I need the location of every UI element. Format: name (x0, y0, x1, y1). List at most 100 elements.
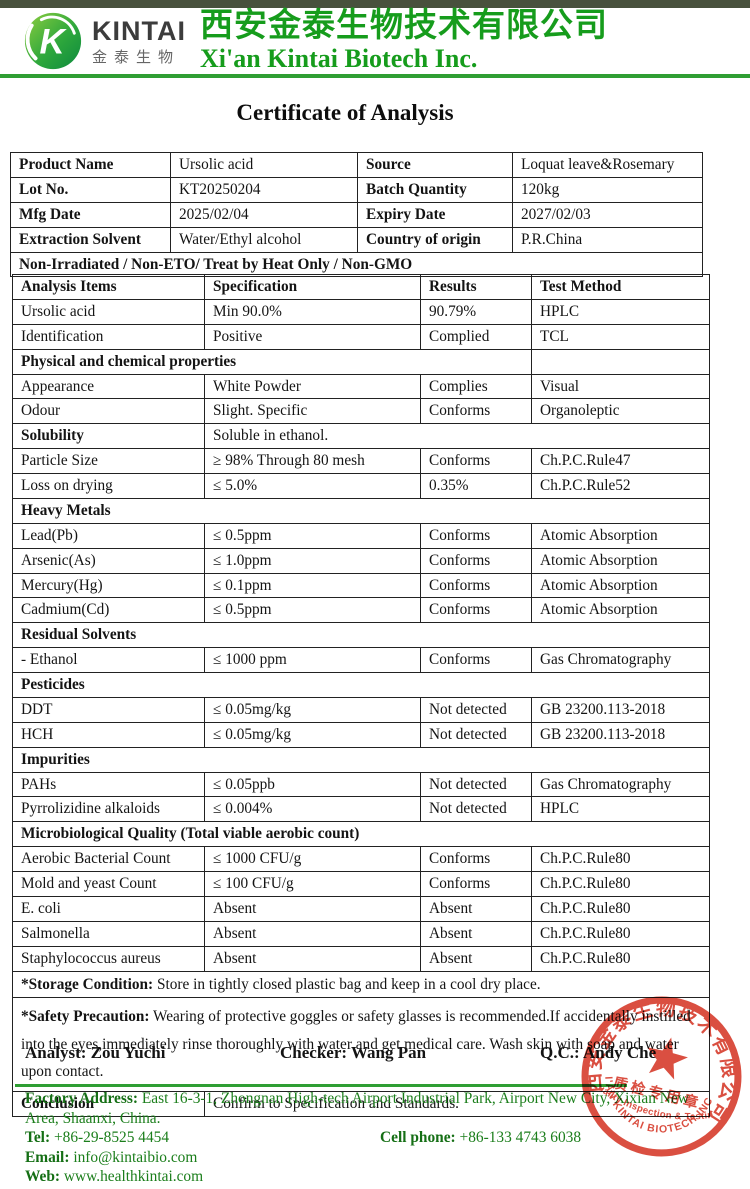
analysis-spec: ≤ 0.05ppb (204, 771, 421, 798)
analysis-result: Conforms (420, 871, 532, 897)
web-label: Web: (25, 1168, 61, 1185)
analysis-spec: Slight. Specific (204, 398, 421, 425)
tel-value: +86-29-8525 4454 (50, 1129, 170, 1146)
note-label: *Safety Precaution: (21, 1008, 150, 1026)
analysis-section-row: Physical and chemical properties (12, 348, 710, 375)
info-value: KT20250204 (170, 176, 358, 203)
analysis-result: Conforms (420, 522, 532, 549)
web-line: Web: www.healthkintai.com (25, 1167, 693, 1187)
analysis-item: Particle Size (12, 448, 205, 474)
analysis-spec: ≤ 0.05mg/kg (204, 721, 421, 748)
web-value: www.healthkintai.com (60, 1168, 204, 1185)
company-logo: K KINTAI 金泰生物 (22, 10, 186, 72)
info-value: 2027/02/03 (512, 201, 703, 228)
analysis-spec: ≤ 0.5ppm (204, 597, 421, 624)
analysis-column-header: Analysis Items (12, 274, 205, 300)
info-label: Batch Quantity (357, 176, 513, 203)
analysis-result: Complied (420, 323, 532, 350)
footer-contact-block: Factory Address: East 16-3-1, Zhongnan H… (25, 1089, 693, 1187)
analysis-data-row: Aerobic Bacterial Count ≤ 1000 CFU/g Confo… (12, 846, 710, 872)
info-label: Product Name (10, 152, 171, 178)
header-divider-rule (0, 74, 750, 78)
note-text: Store in tightly closed plastic bag and … (153, 975, 541, 993)
analysis-data-row: Lead(Pb) ≤ 0.5ppm Conforms Atomic Absorptio… (12, 522, 710, 549)
analysis-spec: Soluble in ethanol. (204, 423, 710, 450)
analysis-spec: Absent (204, 920, 421, 947)
analysis-item: Identification (12, 323, 205, 350)
analysis-data-row: DDT ≤ 0.05mg/kg Not detected GB 23200.113-2… (12, 696, 710, 723)
non-gmo-banner: Non-Irradiated / Non-ETO/ Treat by Heat … (10, 251, 703, 278)
analysis-result: Absent (420, 895, 532, 922)
analysis-spec: ≤ 1.0ppm (204, 547, 421, 574)
analysis-item: Appearance (12, 373, 205, 400)
analysis-item: Aerobic Bacterial Count (12, 846, 205, 872)
analysis-method: Gas Chromatography (531, 771, 710, 798)
analysis-result: Not detected (420, 696, 532, 723)
email-value: info@kintaibio.com (69, 1148, 198, 1166)
logo-brand-text: KINTAI (92, 15, 186, 46)
analysis-item: Cadmium(Cd) (12, 597, 205, 624)
analysis-item: Lead(Pb) (12, 522, 205, 549)
note-label: *Storage Condition: (21, 975, 154, 993)
analysis-item: E. coli (12, 895, 205, 922)
analysis-result: Absent (420, 945, 532, 972)
analysis-method: Ch.P.C.Rule47 (531, 448, 710, 474)
analysis-method: Ch.P.C.Rule80 (531, 945, 710, 972)
svg-text:K: K (39, 23, 67, 62)
analysis-data-row: PAHs ≤ 0.05ppb Not detected Gas Chromatogra… (12, 771, 710, 798)
company-name-english: Xi'an Kintai Biotech Inc. (200, 44, 478, 73)
analyst-signature: Analyst: Zou Yuchi (25, 1043, 166, 1062)
analysis-section-row: Microbiological Quality (Total viable ae… (12, 821, 710, 848)
analysis-item: Solubility (12, 423, 205, 450)
document-title: Certificate of Analysis (236, 100, 454, 125)
analysis-method: Atomic Absorption (531, 522, 710, 549)
analysis-method: Ch.P.C.Rule80 (531, 871, 710, 897)
analysis-section-header: Microbiological Quality (Total viable ae… (12, 821, 710, 848)
cell-phone-value: +86-133 4743 6038 (455, 1129, 582, 1146)
analysis-data-row: Mold and yeast Count ≤ 100 CFU/g Conforms C… (12, 871, 710, 897)
info-value: 2025/02/04 (170, 201, 358, 228)
info-label: Country of origin (357, 226, 513, 253)
phone-line: Tel: +86-29-8525 4454 Cell phone: +86-13… (25, 1128, 693, 1148)
analysis-column-header: Specification (204, 274, 421, 300)
info-value: 120kg (512, 176, 703, 203)
analysis-method: Gas Chromatography (531, 647, 710, 673)
info-label: Extraction Solvent (10, 226, 171, 253)
banner-row: Non-Irradiated / Non-ETO/ Treat by Heat … (10, 251, 703, 278)
analysis-result: Conforms (420, 846, 532, 872)
analysis-method: Atomic Absorption (531, 572, 710, 599)
email-label: Email: (25, 1148, 70, 1166)
analysis-data-row: Arsenic(As) ≤ 1.0ppm Conforms Atomic Absorp… (12, 547, 710, 574)
factory-address-label: Factory Address: (25, 1090, 138, 1107)
analysis-method: GB 23200.113-2018 (531, 721, 710, 748)
analysis-spec: Absent (204, 895, 421, 922)
analysis-item: Pyrrolizidine alkaloids (12, 796, 205, 823)
analysis-result: 0.35% (420, 473, 532, 499)
analysis-spec: ≥ 98% Through 80 mesh (204, 448, 421, 474)
analysis-item: Arsenic(As) (12, 547, 205, 574)
company-names: 西安金泰生物技术有限公司 Xi'an Kintai Biotech Inc. (200, 10, 608, 72)
analysis-spec: ≤ 0.05mg/kg (204, 696, 421, 723)
analysis-method: Ch.P.C.Rule80 (531, 920, 710, 947)
analysis-spec: ≤ 0.5ppm (204, 522, 421, 549)
analysis-result: Not detected (420, 771, 532, 798)
analysis-column-header: Test Method (531, 274, 710, 300)
analysis-data-row: Identification Positive Complied TCL (12, 323, 710, 350)
info-label: Lot No. (10, 176, 171, 203)
analysis-section-row: Residual Solvents (12, 622, 710, 649)
analysis-result: 90.79% (420, 298, 532, 325)
analysis-item: - Ethanol (12, 647, 205, 673)
analysis-item: PAHs (12, 771, 205, 798)
analysis-data-row: - Ethanol ≤ 1000 ppm Conforms Gas Chromatog… (12, 647, 710, 673)
analysis-spec: ≤ 1000 ppm (204, 647, 421, 673)
analysis-section-header: Heavy Metals (12, 497, 710, 524)
analysis-section-header: Impurities (12, 746, 710, 773)
info-label: Source (357, 152, 513, 178)
storage-condition-note: *Storage Condition: Store in tightly clo… (12, 970, 710, 999)
analysis-spec: White Powder (204, 373, 421, 400)
logo-brand-cn-text: 金泰生物 (92, 48, 181, 66)
analysis-data-row: E. coli Absent Absent Ch.P.C.Rule80 (12, 895, 710, 922)
analysis-data-row: Staphylococcus aureus Absent Absent Ch.P.C.… (12, 945, 710, 972)
analysis-result: Conforms (420, 398, 532, 425)
analysis-method: Atomic Absorption (531, 547, 710, 574)
